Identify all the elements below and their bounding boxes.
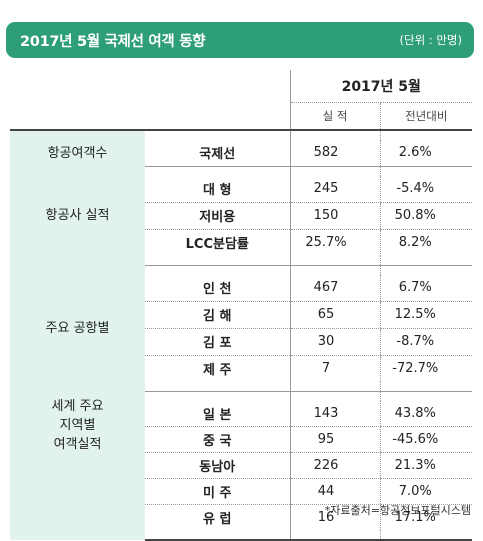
row-label: 저비용 xyxy=(145,202,291,230)
table-row: 항공여객수 국제선 582 2.6% xyxy=(10,140,472,167)
category-cell: 항공사 실적 xyxy=(10,166,145,265)
column-header-value: 실 적 xyxy=(322,109,348,123)
table-row: 제 주 7 -72.7% xyxy=(10,355,472,382)
row-value: 582 xyxy=(290,140,380,167)
table-row: 대 형 245 -5.4% xyxy=(10,175,472,203)
row-yoy: 21.3% xyxy=(379,452,472,479)
row-label: 김 해 xyxy=(145,301,291,329)
table-row: 중 국 95 -45.6% xyxy=(10,426,472,453)
row-yoy: -5.4% xyxy=(379,175,472,203)
row-label: 유 럽 xyxy=(145,504,291,530)
category-cell: 주요 공항별 xyxy=(10,265,145,391)
row-value: 95 xyxy=(290,426,380,453)
row-yoy: -72.7% xyxy=(379,355,472,382)
row-value: 467 xyxy=(290,274,380,302)
row-value: 150 xyxy=(290,202,380,230)
row-value: 65 xyxy=(290,301,380,329)
row-label: 미 주 xyxy=(145,478,291,505)
table-row: 김 해 65 12.5% xyxy=(10,301,472,329)
row-label: 일 본 xyxy=(145,400,291,427)
row-yoy: 7.0% xyxy=(379,478,472,505)
category-cell: 항공여객수 xyxy=(10,140,145,166)
row-label: 동남아 xyxy=(145,452,291,479)
row-label: 국제선 xyxy=(145,140,291,167)
row-value: 44 xyxy=(290,478,380,505)
table-row: 저비용 150 50.8% xyxy=(10,202,472,230)
row-value: 143 xyxy=(290,400,380,427)
unit-label: (단위 : 만명) xyxy=(399,33,462,47)
row-yoy: 17.1% xyxy=(379,504,472,530)
row-yoy: 43.8% xyxy=(379,400,472,427)
source-note: *자료출처=항공정보포털시스템 xyxy=(324,504,471,517)
table-row: 김 포 30 -8.7% xyxy=(10,328,472,356)
row-label: 대 형 xyxy=(145,175,291,203)
table-row: LCC분담률 25.7% 8.2% xyxy=(10,229,472,256)
table-row: 동남아 226 21.3% xyxy=(10,452,472,479)
row-label: LCC분담률 xyxy=(145,229,291,256)
category-line: 지역별 xyxy=(59,418,96,433)
row-value: 7 xyxy=(321,361,331,376)
table-row: 일 본 143 43.8% xyxy=(10,400,472,427)
passenger-stats-table: 2017년 5월 실 적 전년대비 항공여객수 국제선 582 2.6% 항공사… xyxy=(10,70,472,541)
row-value: 30 xyxy=(290,328,380,356)
row-yoy: -8.7% xyxy=(379,328,472,356)
row-label: 김 포 xyxy=(145,328,291,356)
period-header: 2017년 5월 xyxy=(290,70,472,103)
table-header-bar: 2017년 5월 국제선 여객 동향 (단위 : 만명) xyxy=(6,22,474,58)
row-label: 중 국 xyxy=(145,426,291,453)
category-line: 세계 주요 xyxy=(51,399,104,414)
row-yoy: 2.6% xyxy=(379,140,472,167)
row-value: 226 xyxy=(290,452,380,479)
row-value: 25.7% xyxy=(305,235,347,250)
table-title: 2017년 5월 국제선 여객 동향 xyxy=(20,33,206,50)
category-cell: 세계 주요 지역별 여객실적 xyxy=(10,391,145,540)
row-value: 245 xyxy=(290,175,380,203)
column-header-yoy: 전년대비 xyxy=(379,102,472,130)
table-row: 인 천 467 6.7% xyxy=(10,274,472,302)
row-yoy: 50.8% xyxy=(379,202,472,230)
row-yoy: -45.6% xyxy=(379,426,472,453)
row-label: 제 주 xyxy=(145,355,291,382)
row-value: 16 xyxy=(317,509,335,525)
row-yoy: 12.5% xyxy=(379,301,472,329)
row-yoy: 8.2% xyxy=(379,229,472,256)
category-line: 여객실적 xyxy=(53,437,102,452)
table-row: 미 주 44 7.0% xyxy=(10,478,472,505)
row-yoy: 6.7% xyxy=(379,274,472,302)
table-row: 유 럽 16 17.1% xyxy=(10,504,472,530)
row-label: 인 천 xyxy=(145,274,291,302)
